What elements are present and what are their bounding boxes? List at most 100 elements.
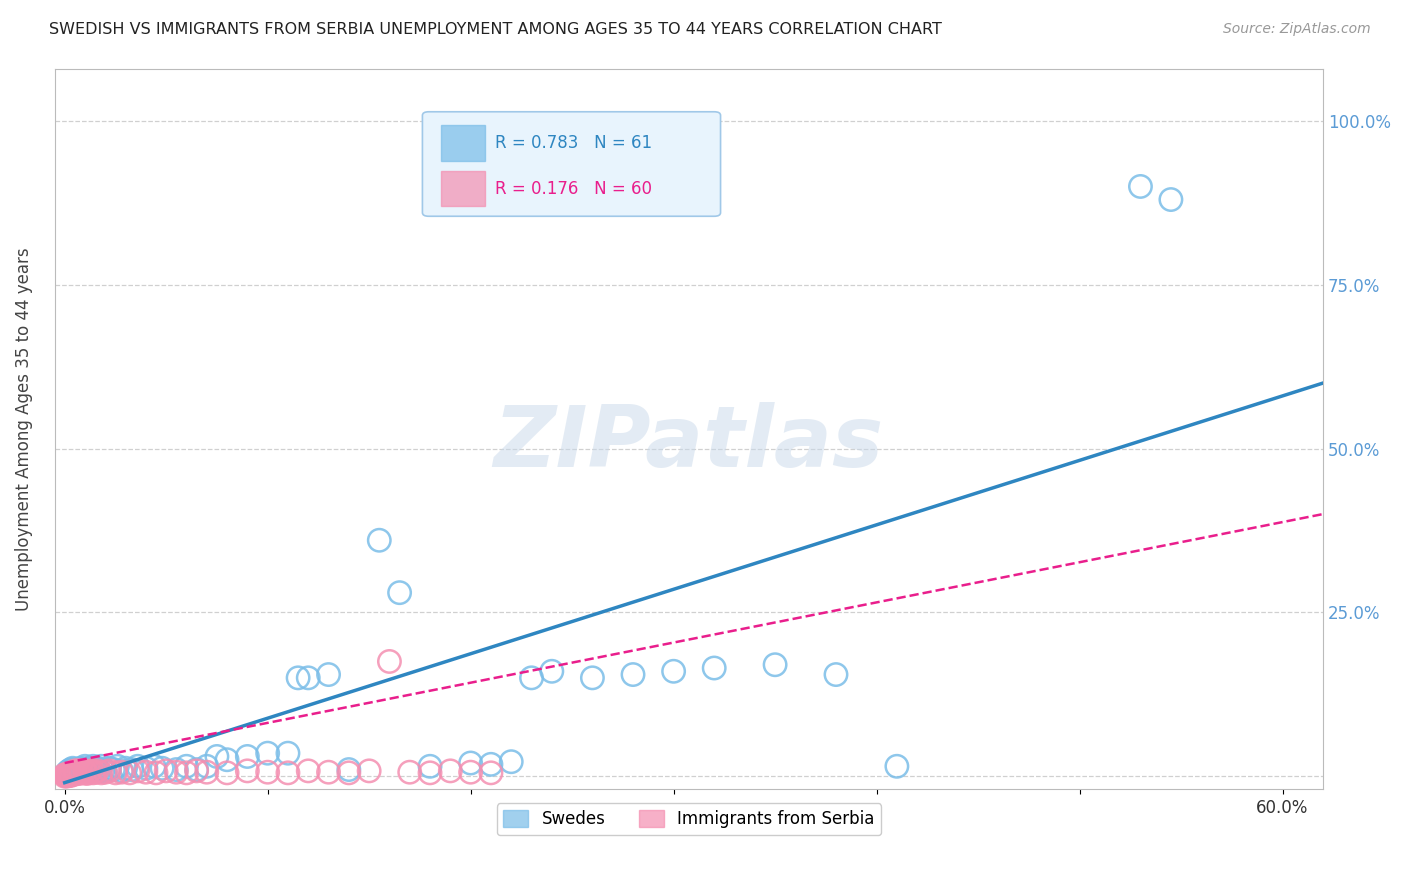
Point [479,757,502,772]
Point [73,765,96,780]
Point [114,761,136,775]
Point [195,765,218,780]
Text: Source: ZipAtlas.com: Source: ZipAtlas.com [1223,22,1371,37]
Point [84,763,107,777]
Point [80,764,103,778]
Point [150,761,173,775]
Point [58,767,80,781]
Point [540,665,562,679]
Point [62,761,84,775]
Point [121,763,143,777]
Text: ZIPatlas: ZIPatlas [494,401,884,484]
Point [55,769,77,783]
Point [621,667,644,681]
Point [127,764,149,778]
Point [63,765,86,780]
Point [77,761,100,775]
Point [104,765,127,780]
Point [195,759,218,773]
Point [763,657,786,672]
Point [520,671,543,685]
Point [1160,193,1182,207]
Point [337,763,360,777]
Point [66,763,89,777]
Point [135,765,157,780]
Point [127,759,149,773]
Point [398,765,420,780]
Point [55,767,77,781]
Point [368,533,391,548]
Point [80,764,103,778]
Point [76,766,98,780]
Point [55,768,77,782]
Point [72,763,94,777]
Point [703,661,725,675]
Point [1129,179,1152,194]
Point [501,755,523,769]
Point [82,765,104,780]
Point [103,763,125,777]
Point [77,765,100,780]
Point [55,765,77,780]
Point [662,665,685,679]
Point [419,765,441,780]
Point [94,765,117,780]
Point [58,764,80,778]
Text: R = 0.176   N = 60: R = 0.176 N = 60 [495,180,652,198]
Point [581,671,603,685]
FancyBboxPatch shape [441,171,485,206]
Point [135,761,157,775]
Point [318,765,340,780]
Point [62,765,84,780]
Point [165,765,187,780]
Point [63,765,86,780]
Point [73,764,96,778]
Point [297,764,319,778]
Point [59,768,82,782]
Point [89,764,111,778]
Point [67,764,90,778]
Point [63,767,86,781]
Point [90,759,112,773]
Point [82,759,104,773]
Point [76,763,98,777]
Point [205,749,228,764]
Point [86,761,108,775]
Point [176,759,198,773]
Point [84,765,107,780]
Point [58,768,80,782]
Point [91,763,114,777]
Point [98,764,121,778]
Point [53,769,76,783]
Point [67,764,90,778]
Point [67,766,90,780]
Point [359,764,381,778]
Point [256,746,278,760]
Point [236,749,259,764]
Point [86,764,108,778]
Point [55,768,77,782]
Point [110,764,132,778]
Point [186,764,208,778]
Point [59,768,82,782]
Point [460,765,482,780]
Point [155,764,177,778]
Point [59,763,82,777]
Point [53,768,76,782]
Point [186,763,208,777]
Point [215,765,238,780]
Point [58,768,80,782]
Point [825,667,848,681]
Point [318,667,340,681]
Point [236,764,259,778]
Point [277,765,299,780]
Point [62,767,84,781]
Point [63,764,86,778]
Point [886,759,908,773]
Point [59,766,82,780]
Point [145,765,167,780]
Point [297,671,319,685]
Point [165,763,187,777]
Point [59,764,82,778]
Point [110,765,132,780]
